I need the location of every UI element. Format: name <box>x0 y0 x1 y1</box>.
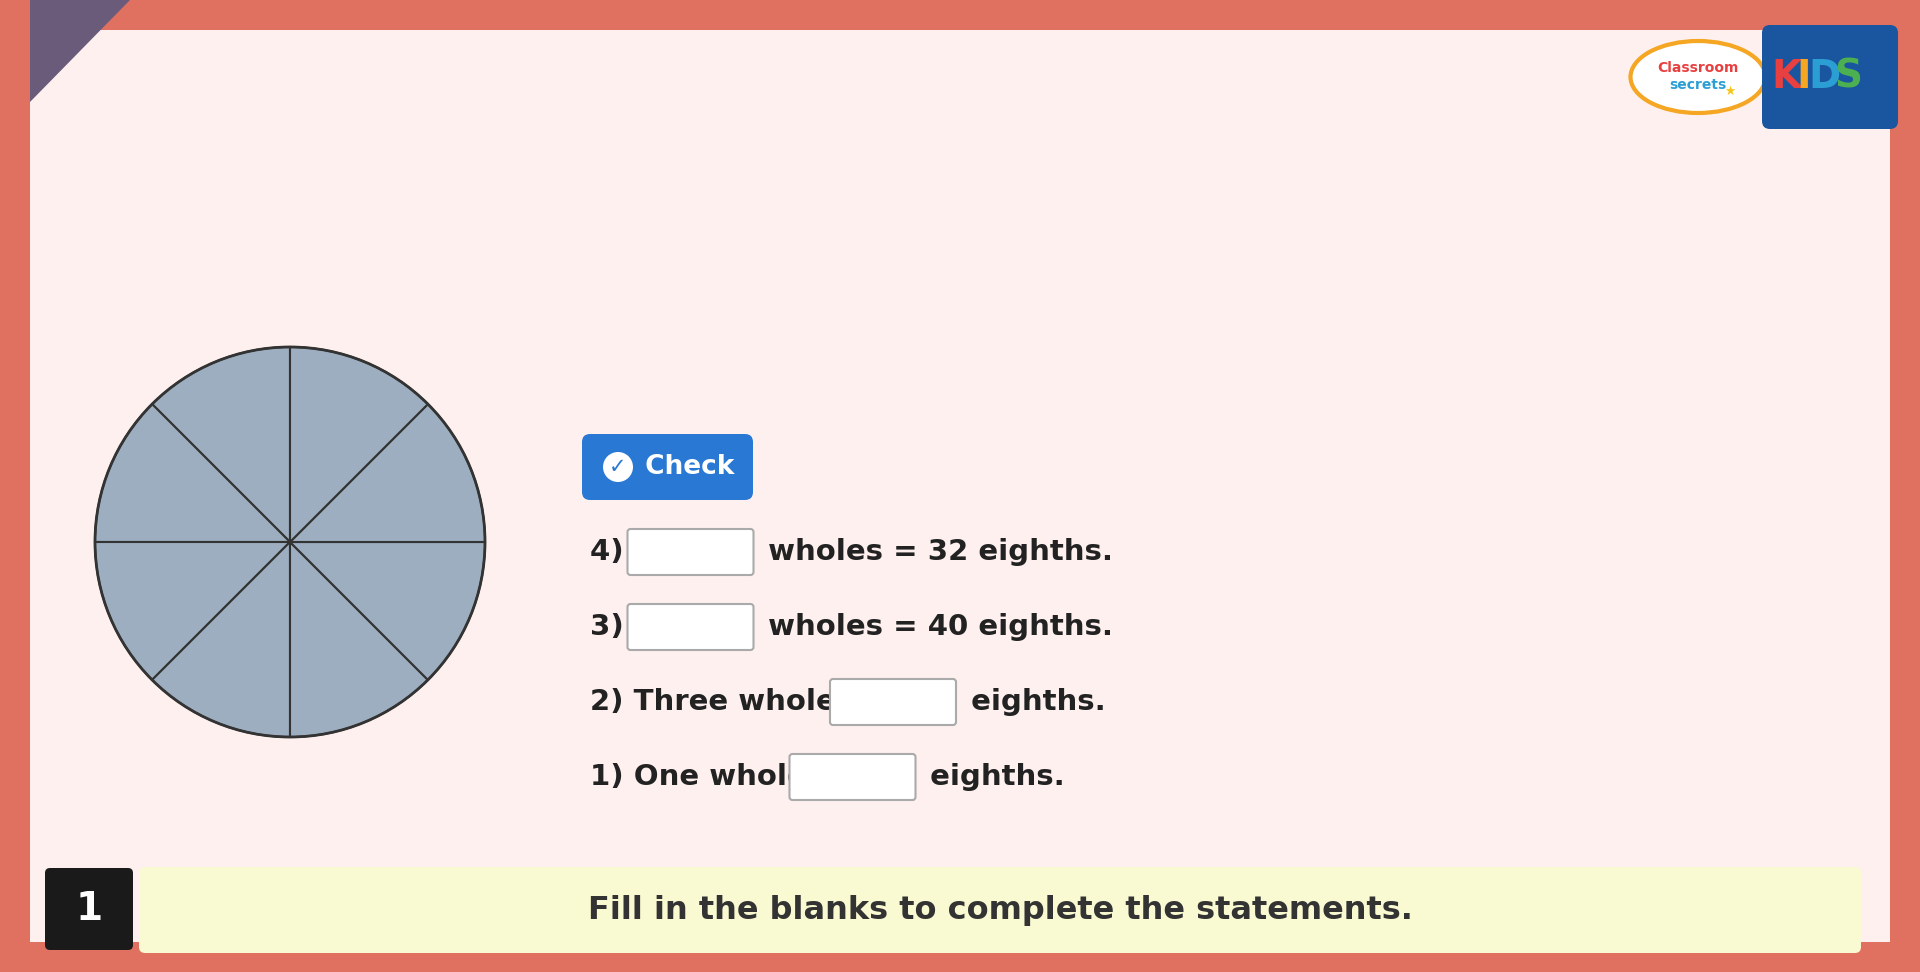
Ellipse shape <box>1630 41 1766 113</box>
Text: D: D <box>1809 58 1839 96</box>
Text: eighths.: eighths. <box>962 688 1106 716</box>
Text: S: S <box>1834 58 1862 96</box>
Wedge shape <box>290 347 428 542</box>
Text: 4): 4) <box>589 538 634 566</box>
Wedge shape <box>94 404 290 542</box>
FancyBboxPatch shape <box>31 30 1889 942</box>
FancyBboxPatch shape <box>1763 25 1899 129</box>
FancyBboxPatch shape <box>829 679 956 725</box>
Text: K: K <box>1770 58 1801 96</box>
FancyBboxPatch shape <box>789 754 916 800</box>
Wedge shape <box>290 542 486 679</box>
Text: wholes = 32 eighths.: wholes = 32 eighths. <box>758 538 1114 566</box>
Text: wholes = 40 eighths.: wholes = 40 eighths. <box>758 613 1114 641</box>
Text: I: I <box>1797 58 1811 96</box>
Wedge shape <box>290 542 428 737</box>
FancyBboxPatch shape <box>138 867 1860 953</box>
Text: 1) One whole =: 1) One whole = <box>589 763 851 791</box>
FancyBboxPatch shape <box>628 604 753 650</box>
Text: ★: ★ <box>1724 85 1736 97</box>
FancyBboxPatch shape <box>582 434 753 500</box>
Polygon shape <box>31 0 131 102</box>
Wedge shape <box>152 347 290 542</box>
Text: Check: Check <box>636 454 733 480</box>
Text: ✓: ✓ <box>609 457 626 477</box>
Text: eighths.: eighths. <box>920 763 1066 791</box>
Text: secrets: secrets <box>1668 78 1726 92</box>
FancyBboxPatch shape <box>628 529 753 575</box>
Text: 3): 3) <box>589 613 634 641</box>
Text: Fill in the blanks to complete the statements.: Fill in the blanks to complete the state… <box>588 894 1413 925</box>
Wedge shape <box>152 542 290 737</box>
Text: Classroom: Classroom <box>1657 61 1740 75</box>
Wedge shape <box>94 542 290 679</box>
FancyBboxPatch shape <box>44 868 132 950</box>
Wedge shape <box>290 404 486 542</box>
Circle shape <box>603 452 634 482</box>
Text: 2) Three wholes =: 2) Three wholes = <box>589 688 899 716</box>
Text: 1: 1 <box>75 890 102 928</box>
